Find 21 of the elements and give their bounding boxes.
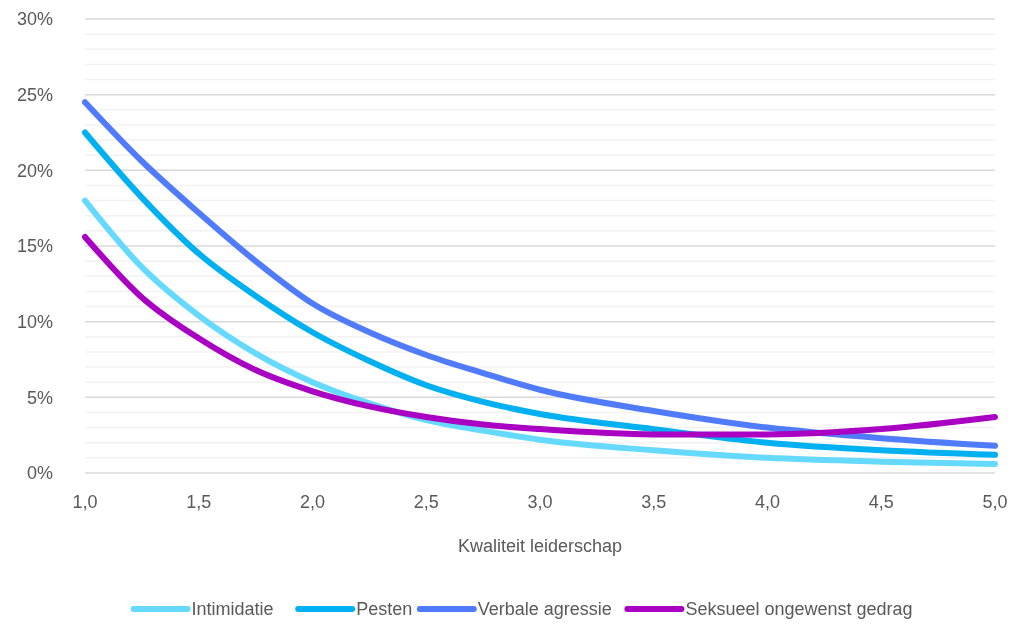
y-tick-label: 30%	[16, 9, 53, 30]
legend-label: Verbale agressie	[477, 599, 612, 620]
x-tick-label: 3,5	[641, 492, 667, 512]
x-tick-label: 4,5	[868, 492, 894, 512]
x-tick-label: 3,0	[527, 492, 553, 512]
x-tick-label: 1,5	[186, 492, 212, 512]
y-tick-label: 25%	[16, 84, 53, 105]
legend-label: Seksueel ongewenst gedrag	[685, 599, 913, 620]
legend-label: Pesten	[356, 599, 413, 620]
y-tick-label: 20%	[16, 160, 53, 181]
y-tick-label: 15%	[16, 236, 53, 257]
y-tick-label: 10%	[16, 311, 53, 332]
x-tick-label: 2,5	[413, 492, 439, 512]
x-tick-label: 5,0	[982, 492, 1008, 512]
y-tick-label: 0%	[26, 463, 53, 484]
x-tick-label: 4,0	[754, 492, 781, 512]
x-tick-label: 1,0	[72, 492, 98, 512]
x-axis-title: Kwaliteit leiderschap	[457, 536, 623, 556]
x-tick-label: 2,0	[299, 492, 326, 512]
legend-label: Intimidatie	[191, 599, 274, 620]
y-tick-label: 5%	[26, 387, 53, 408]
